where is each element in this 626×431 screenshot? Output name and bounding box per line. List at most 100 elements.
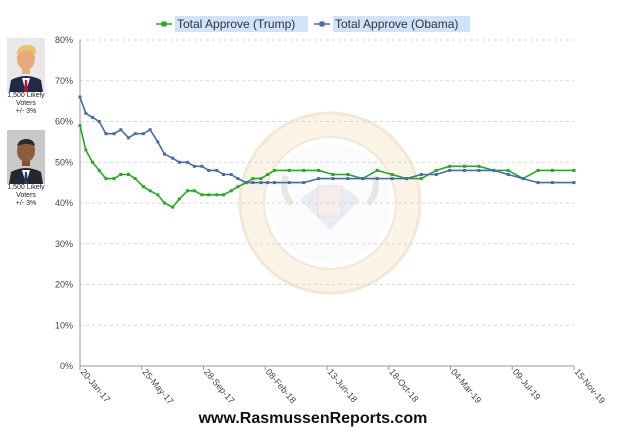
- data-point-trump: [104, 177, 108, 181]
- data-point-trump: [112, 177, 116, 181]
- trump-card: 1,500 Likely Voters +/- 3%: [3, 38, 49, 116]
- data-point-obama: [405, 177, 408, 181]
- data-point-obama: [177, 160, 181, 164]
- data-point-obama: [390, 177, 394, 181]
- data-point-trump: [463, 164, 466, 168]
- legend-label-trump: Total Approve (Trump): [177, 17, 295, 31]
- data-point-trump: [550, 168, 554, 172]
- data-point-obama: [536, 181, 540, 185]
- data-point-trump: [375, 168, 379, 172]
- y-tick-label: 60%: [55, 117, 73, 127]
- data-point-trump: [506, 168, 510, 172]
- data-point-trump: [266, 173, 270, 176]
- x-tick-label: 09-Jul-19: [511, 367, 543, 402]
- data-point-trump: [97, 168, 101, 172]
- data-point-trump: [536, 168, 540, 172]
- data-point-trump: [477, 164, 481, 168]
- data-point-obama: [302, 181, 306, 185]
- y-tick-label: 50%: [55, 157, 73, 167]
- data-point-trump: [287, 168, 291, 172]
- data-point-obama: [251, 181, 255, 185]
- data-point-trump: [207, 193, 211, 197]
- data-point-obama: [346, 177, 350, 181]
- rasmussen-site-link[interactable]: www.RasmussenReports.com: [198, 410, 428, 427]
- data-point-obama: [244, 181, 248, 185]
- x-tick-label: 15-Nov-19: [572, 367, 607, 406]
- data-point-obama: [215, 168, 219, 172]
- data-point-obama: [141, 132, 145, 136]
- data-point-trump: [346, 173, 350, 176]
- data-point-trump: [141, 185, 145, 189]
- data-point-obama: [148, 128, 152, 132]
- data-point-trump: [163, 201, 166, 205]
- data-point-trump: [127, 173, 130, 176]
- data-point-trump: [119, 173, 123, 176]
- data-point-trump: [186, 189, 189, 193]
- data-point-obama: [104, 132, 108, 136]
- data-point-trump: [448, 164, 452, 168]
- x-tick-label: 20-Jan-17: [78, 367, 112, 404]
- data-point-trump: [133, 177, 137, 181]
- data-point-trump: [222, 193, 225, 197]
- data-point-obama: [331, 177, 335, 181]
- y-tick-label: 70%: [55, 76, 73, 86]
- data-point-obama: [192, 164, 196, 168]
- data-point-obama: [448, 168, 452, 172]
- data-point-obama: [259, 181, 263, 185]
- data-point-obama: [112, 132, 116, 136]
- legend-item-trump[interactable]: Total Approve (Trump): [156, 16, 308, 32]
- data-point-trump: [200, 193, 204, 197]
- y-tick-label: 10%: [55, 320, 73, 330]
- data-point-obama: [287, 181, 291, 185]
- x-tick-label: 13-Jun-18: [325, 367, 359, 404]
- data-point-trump: [236, 185, 240, 189]
- data-point-trump: [434, 168, 438, 172]
- obama-card: 1,500 Likely Voters +/- 3%: [3, 130, 49, 208]
- data-point-obama: [434, 173, 438, 176]
- data-point-trump: [215, 193, 219, 197]
- data-point-obama: [186, 160, 189, 164]
- legend-item-obama[interactable]: Total Approve (Obama): [314, 16, 470, 32]
- data-point-obama: [550, 181, 554, 185]
- y-tick-label: 80%: [55, 35, 73, 45]
- legend: Total Approve (Trump) Total Approve (Oba…: [156, 16, 470, 32]
- data-point-trump: [572, 168, 576, 172]
- data-point-obama: [492, 168, 496, 172]
- data-point-trump: [302, 168, 306, 172]
- data-point-obama: [375, 177, 379, 181]
- data-point-obama: [506, 173, 510, 176]
- data-point-obama: [207, 168, 211, 172]
- legend-label-obama: Total Approve (Obama): [335, 17, 458, 31]
- obama-portrait: [7, 130, 45, 184]
- trump-portrait: [7, 38, 45, 92]
- data-point-obama: [272, 181, 276, 185]
- data-point-trump: [229, 189, 233, 193]
- data-point-obama: [163, 152, 166, 156]
- data-point-obama: [229, 173, 233, 176]
- data-point-obama: [317, 177, 321, 181]
- data-point-trump: [317, 168, 321, 172]
- data-point-obama: [84, 111, 88, 115]
- data-point-trump: [331, 173, 335, 176]
- data-point-obama: [78, 95, 82, 99]
- data-point-trump: [419, 177, 423, 181]
- data-point-trump: [171, 205, 175, 209]
- data-point-obama: [266, 181, 270, 185]
- data-point-trump: [192, 189, 196, 193]
- data-point-trump: [78, 124, 82, 128]
- data-point-trump: [272, 168, 276, 172]
- x-tick-label: 28-Sep-17: [202, 367, 237, 406]
- data-point-obama: [521, 177, 525, 181]
- x-tick-label: 08-Feb-18: [264, 367, 298, 405]
- y-tick-label: 0%: [60, 361, 73, 371]
- obama-caption: 1,500 Likely Voters +/- 3%: [7, 184, 45, 207]
- data-point-trump: [156, 193, 160, 197]
- data-point-obama: [463, 168, 466, 172]
- data-point-trump: [91, 160, 94, 164]
- data-point-obama: [477, 168, 481, 172]
- data-point-obama: [156, 140, 160, 144]
- data-point-obama: [572, 181, 576, 185]
- data-point-trump: [177, 197, 181, 201]
- data-point-obama: [133, 132, 137, 136]
